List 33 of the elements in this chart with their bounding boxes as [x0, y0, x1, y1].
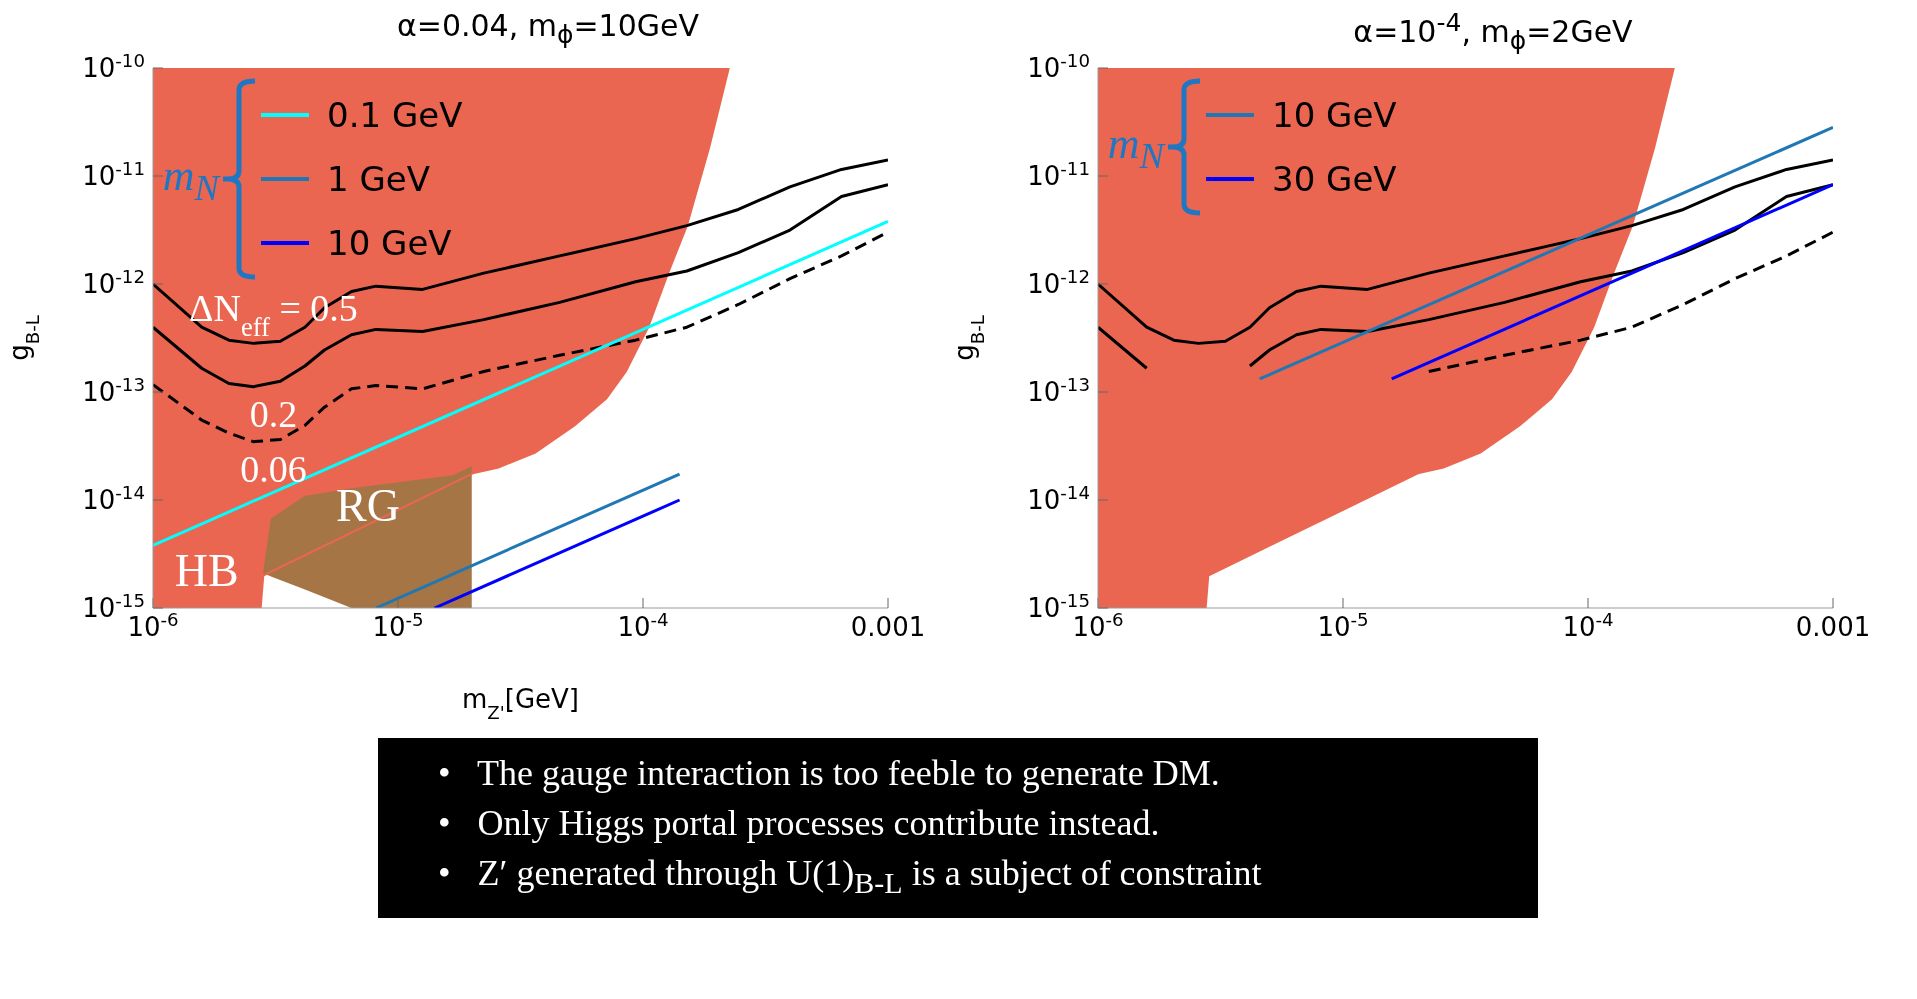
- legend-label: 1 GeV: [327, 159, 430, 199]
- y-tick-label: 10$^{-12}$: [82, 265, 145, 299]
- x-axis-title: m$_{Z'}$[GeV]: [461, 684, 580, 723]
- series-label: HB: [174, 544, 239, 596]
- legend-label: 10 GeV: [327, 223, 452, 263]
- legend-label: 0.1 GeV: [327, 95, 463, 135]
- legend-label: 10 GeV: [1272, 95, 1397, 135]
- chart-title: α=10$^{-4}$, m$_{ϕ}$=2GeV: [1352, 8, 1634, 55]
- chart-title: α=0.04, m$_{ϕ}$=10GeV: [395, 8, 701, 49]
- x-tick-label: 10$^{-4}$: [617, 608, 669, 642]
- y-tick-label: 10$^{-12}$: [1027, 265, 1090, 299]
- series-label: 0.06: [240, 447, 307, 490]
- y-tick-label: 10$^{-14}$: [1027, 481, 1090, 515]
- text: • Z′ generated through U(1)$_{B-L}$ is a subject of constraint: [437, 852, 1263, 902]
- x-tick-label: 0.001: [1795, 612, 1871, 642]
- y-tick-label: 10$^{-13}$: [1027, 373, 1090, 407]
- legend-label: 30 GeV: [1272, 159, 1397, 199]
- legend-title: m$_{N}$: [162, 149, 219, 209]
- series-label: 0.2: [249, 392, 298, 435]
- y-tick-label: 10$^{-10}$: [82, 49, 145, 83]
- text: • The gauge interaction is too feeble to generate DM.: [437, 752, 1221, 795]
- x-tick-label: 10$^{-5}$: [372, 608, 424, 642]
- y-tick-label: 10$^{-11}$: [82, 157, 145, 191]
- x-tick-label: 10$^{-4}$: [1562, 608, 1614, 642]
- y-tick-label: 10$^{-14}$: [82, 481, 145, 515]
- y-tick-label: 10$^{-13}$: [82, 373, 145, 407]
- y-tick-label: 10$^{-11}$: [1027, 157, 1090, 191]
- series-label: RG: [335, 480, 400, 532]
- legend-title: m$_{N}$: [1107, 117, 1164, 177]
- x-tick-label: 0.001: [850, 612, 926, 642]
- x-tick-label: 10$^{-5}$: [1317, 608, 1369, 642]
- text: • Only Higgs portal processes contribute instead.: [437, 802, 1161, 845]
- y-tick-label: 10$^{-10}$: [1027, 49, 1090, 83]
